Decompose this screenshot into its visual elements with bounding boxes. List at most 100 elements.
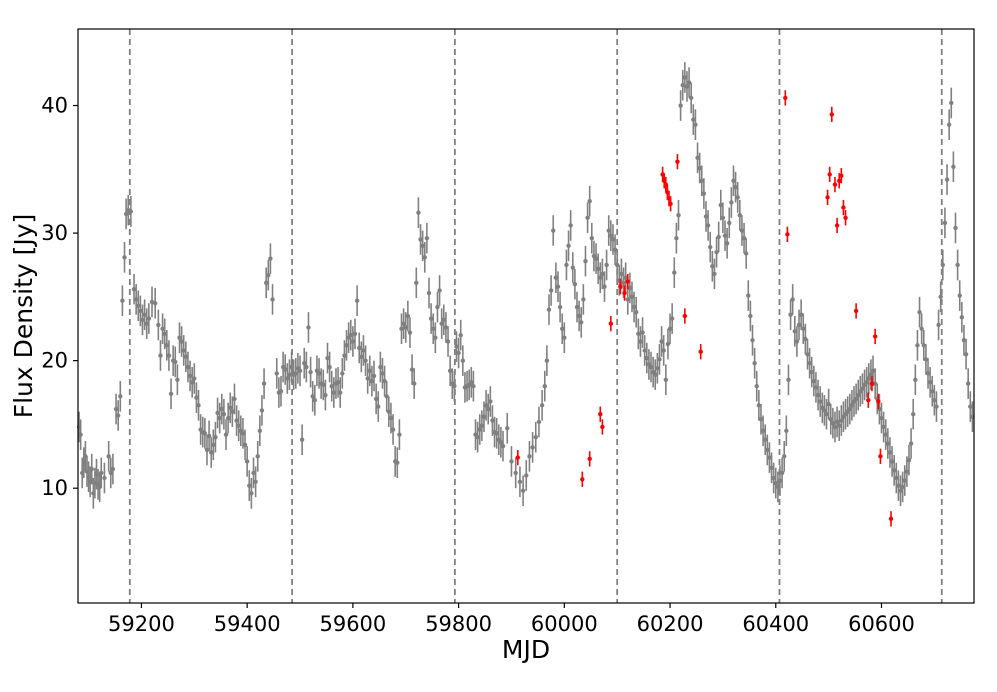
data-marker	[122, 255, 127, 260]
data-point	[140, 304, 145, 336]
data-marker	[115, 413, 121, 418]
data-point	[479, 410, 485, 442]
data-point	[513, 457, 518, 489]
data-marker	[843, 215, 848, 220]
data-point	[898, 475, 903, 507]
data-marker	[187, 373, 193, 379]
data-marker	[631, 304, 637, 310]
data-point	[557, 291, 563, 323]
data-point	[938, 281, 943, 313]
data-marker	[363, 358, 368, 363]
data-point	[287, 359, 292, 390]
data-point	[634, 296, 639, 328]
data-point	[388, 402, 394, 434]
data-point	[752, 347, 757, 379]
data-point	[900, 471, 905, 503]
data-point	[906, 444, 912, 476]
data-marker	[906, 457, 912, 463]
data-marker	[718, 202, 723, 208]
data-point	[665, 328, 671, 360]
data-marker	[401, 321, 406, 326]
data-point	[268, 243, 273, 274]
data-marker	[803, 336, 808, 342]
data-marker	[131, 287, 137, 292]
data-point	[234, 405, 239, 436]
data-point	[653, 359, 658, 390]
data-point	[204, 434, 210, 466]
data-marker	[572, 281, 578, 287]
data-marker	[790, 297, 795, 302]
data-marker	[589, 235, 595, 241]
data-marker	[287, 372, 292, 377]
data-point	[378, 351, 383, 383]
data-marker	[546, 307, 552, 312]
data-marker	[866, 376, 872, 381]
data-point	[604, 249, 609, 281]
data-marker	[325, 355, 330, 361]
data-marker	[469, 380, 474, 385]
data-marker	[872, 334, 878, 339]
data-point	[89, 453, 94, 485]
data-marker	[661, 348, 666, 353]
data-point	[614, 249, 620, 281]
data-marker	[825, 195, 830, 200]
data-marker	[403, 325, 408, 330]
data-point	[409, 354, 415, 385]
data-marker	[361, 348, 366, 353]
data-marker	[622, 290, 627, 296]
data-point	[108, 457, 113, 489]
data-point	[598, 406, 603, 422]
data-point	[638, 326, 643, 357]
data-point	[118, 381, 123, 412]
data-point	[217, 402, 222, 434]
data-point	[925, 358, 931, 389]
data-marker	[350, 339, 356, 344]
data-marker	[213, 434, 218, 440]
data-marker	[479, 423, 485, 428]
data-marker	[500, 443, 506, 449]
data-marker	[716, 234, 721, 240]
data-marker	[913, 377, 918, 382]
data-marker	[316, 371, 322, 376]
data-marker	[672, 270, 677, 275]
data-marker	[870, 368, 876, 374]
data-point	[727, 207, 732, 239]
data-point	[739, 215, 745, 246]
data-marker	[382, 378, 387, 384]
data-point	[530, 432, 535, 463]
data-marker	[185, 364, 191, 370]
data-point	[722, 220, 728, 251]
data-point	[213, 421, 218, 453]
data-marker	[921, 343, 926, 348]
data-marker	[133, 297, 139, 302]
data-marker	[887, 450, 893, 455]
data-point	[917, 296, 922, 328]
data-point	[219, 393, 224, 425]
data-marker	[712, 271, 717, 277]
data-marker	[642, 348, 647, 353]
data-point	[424, 222, 430, 254]
data-marker	[283, 367, 288, 372]
data-marker	[621, 280, 626, 286]
data-point	[902, 465, 907, 496]
data-point	[433, 322, 438, 353]
data-marker	[634, 309, 639, 315]
data-point	[843, 210, 848, 226]
data-marker	[424, 235, 430, 241]
data-point	[166, 340, 172, 371]
data-point	[263, 267, 269, 299]
data-point	[454, 331, 459, 362]
data-marker	[911, 412, 916, 417]
data-point	[790, 284, 795, 315]
data-marker	[688, 95, 694, 101]
data-point	[249, 477, 254, 509]
x-tick-label: 60600	[848, 612, 915, 636]
data-marker	[390, 427, 396, 432]
data-marker	[724, 241, 730, 246]
data-marker	[878, 454, 883, 459]
data-point	[587, 451, 592, 467]
data-point	[177, 322, 182, 353]
data-point	[837, 410, 842, 442]
data-point	[136, 290, 141, 322]
data-point	[365, 363, 370, 394]
